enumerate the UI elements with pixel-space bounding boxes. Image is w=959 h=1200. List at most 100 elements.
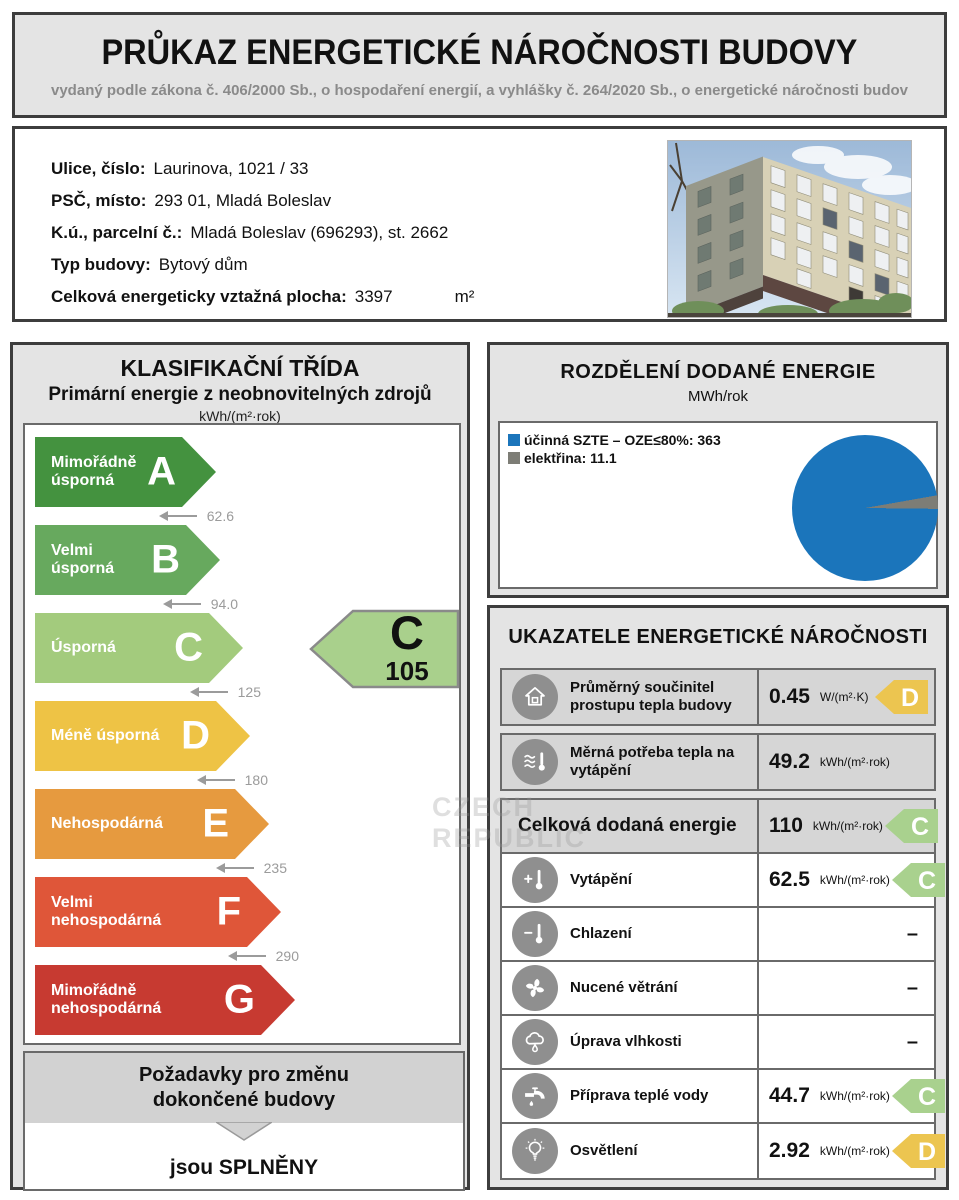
requirements-header: Požadavky pro změnu dokončené budovy <box>25 1053 463 1123</box>
thermometer-waves-icon <box>512 739 558 785</box>
faucet-icon <box>512 1073 558 1119</box>
left-arrow-icon <box>189 687 228 697</box>
class-arrow-c: C <box>884 809 938 843</box>
indicator-value: 49.2 <box>769 750 810 773</box>
indicator-table: Celková dodaná energie 110 kWh/(m²·rok) … <box>500 798 945 1180</box>
energy-split-panel: ROZDĚLENÍ DODANÉ ENERGIE MWh/rok účinná … <box>487 342 949 598</box>
threshold-c-d: 125 <box>35 683 261 701</box>
pie-legend: účinná SZTE – OZE≤80%: 363 elektřina: 11… <box>508 431 721 467</box>
field-label: K.ú., parcelní č.: <box>51 223 183 242</box>
indicators-panel: UKAZATELE ENERGETICKÉ NÁROČNOSTI Průměrn… <box>487 605 949 1190</box>
energy-scale: Mimořádně úsporná A 62.6 Velmi úsporná B… <box>23 423 461 1045</box>
energy-class-bar-f: Velmi nehospodárná F <box>35 877 281 947</box>
notch-triangle-icon <box>216 1122 272 1141</box>
legend-label: účinná SZTE – OZE≤80%: 363 <box>524 432 721 448</box>
requirements-line2: dokončené budovy <box>152 1089 336 1111</box>
field-label: Celková energeticky vztažná plocha: <box>51 287 347 306</box>
threshold-value: 235 <box>263 860 287 876</box>
indicator-label: Měrná potřeba tepla na vytápění <box>570 744 735 779</box>
rating-letter: C <box>390 606 424 660</box>
energy-class-letter: C <box>174 625 203 670</box>
indicator-unit: kWh/(m²·rok) <box>819 873 890 887</box>
threshold-e-f: 235 <box>35 859 287 877</box>
indicator-value-dash: – <box>906 976 918 999</box>
field-unit: m² <box>454 287 475 306</box>
indicator-box-u-value: Průměrný součinitel prostupu tepla budov… <box>500 668 936 726</box>
energy-class-bar-e: Nehospodárná E <box>35 789 269 859</box>
threshold-a-b: 62.6 <box>35 507 234 525</box>
energy-class-letter: E <box>202 801 229 846</box>
energy-class-letter: G <box>223 977 255 1022</box>
rating-value: 105 <box>385 655 429 686</box>
indicator-row-ventilation: Nucené větrání – <box>502 962 934 1016</box>
indicator-box-heat-demand: Měrná potřeba tepla na vytápění 49.2 kWh… <box>500 733 936 791</box>
cloud-drop-icon <box>512 1019 558 1065</box>
indicator-label: Vytápění <box>570 871 632 888</box>
svg-text:D: D <box>918 1138 936 1166</box>
field-value: Mladá Boleslav (696293), st. 2662 <box>190 223 449 242</box>
svg-text:C: C <box>911 813 929 841</box>
energy-class-bar-g: Mimořádně nehospodárná G <box>35 965 295 1035</box>
energy-split-unit: MWh/rok <box>688 388 748 405</box>
energy-class-letter: D <box>181 713 210 758</box>
field-label: Ulice, číslo: <box>51 159 146 178</box>
class-arrow-d: D <box>891 1134 945 1168</box>
energy-class-label: Méně úsporná <box>51 726 160 744</box>
rating-text: C 105 <box>308 607 462 691</box>
threshold-value: 290 <box>275 948 299 964</box>
threshold-f-g: 290 <box>35 947 299 965</box>
indicator-row-cooling: Chlazení – <box>502 908 934 962</box>
indicator-label: Chlazení <box>570 925 632 942</box>
svg-text:C: C <box>918 1083 936 1111</box>
energy-class-label: Úsporná <box>51 638 116 656</box>
lightbulb-icon <box>512 1128 558 1174</box>
energy-class-letter: F <box>216 889 241 934</box>
building-area-row: Celková energeticky vztažná plocha: 3397… <box>51 281 944 313</box>
energy-class-bar-d: Méně úsporná D <box>35 701 250 771</box>
svg-text:D: D <box>901 684 919 712</box>
page-subtitle: vydaný podle zákona č. 406/2000 Sb., o h… <box>51 82 908 99</box>
building-info-box: Ulice, číslo: Laurinova, 1021 / 33 PSČ, … <box>12 126 947 342</box>
indicator-row: Měrná potřeba tepla na vytápění 49.2 kWh… <box>502 735 934 789</box>
energy-class-label: Mimořádně nehospodárná <box>51 981 162 1017</box>
building-photo <box>667 140 918 342</box>
field-value: Bytový dům <box>158 255 248 274</box>
field-label: PSČ, místo: <box>51 191 147 210</box>
threshold-value: 180 <box>244 772 268 788</box>
left-arrow-icon <box>215 863 254 873</box>
indicator-label: Osvětlení <box>570 1142 638 1159</box>
indicator-row-heating: Vytápění 62.5 kWh/(m²·rok) C <box>502 854 945 908</box>
energy-class-bar-a: Mimořádně úsporná A <box>35 437 216 507</box>
classification-subtitle: Primární energie z neobnovitelných zdroj… <box>48 384 432 405</box>
thermometer-plus-icon <box>512 857 558 903</box>
class-arrow-c: C <box>891 1079 945 1113</box>
energy-class-letter: B <box>151 537 180 582</box>
indicator-label: Nucené větrání <box>570 979 678 996</box>
house-icon <box>512 674 558 720</box>
building-photo-illustration <box>668 141 918 342</box>
indicator-row: Průměrný součinitel prostupu tepla budov… <box>502 670 934 724</box>
indicator-value-dash: – <box>906 1030 918 1053</box>
indicator-row-total: Celková dodaná energie 110 kWh/(m²·rok) … <box>502 800 938 854</box>
threshold-d-e: 180 <box>35 771 268 789</box>
class-arrow-d: D <box>875 680 928 714</box>
energy-class-label: Velmi úsporná <box>51 541 115 577</box>
pie-chart <box>792 435 938 581</box>
indicator-value: 2.92 <box>769 1139 810 1162</box>
indicator-label: Příprava teplé vody <box>570 1087 709 1104</box>
energy-class-bar-b: Velmi úsporná B <box>35 525 220 595</box>
legend-item: účinná SZTE – OZE≤80%: 363 <box>508 431 721 449</box>
legend-swatch-blue <box>508 434 520 446</box>
requirements-line1: Požadavky pro změnu <box>138 1064 350 1086</box>
energy-class-bar-c: Úsporná C <box>35 613 243 683</box>
indicator-value: 62.5 <box>769 868 810 891</box>
building-parcel-row: K.ú., parcelní č.: Mladá Boleslav (69629… <box>51 217 944 249</box>
left-arrow-icon <box>158 511 197 521</box>
indicator-unit: kWh/(m²·rok) <box>819 1144 890 1158</box>
field-value: Laurinova, 1021 / 33 <box>153 159 309 178</box>
indicator-label: Průměrný součinitel prostupu tepla budov… <box>570 679 732 714</box>
indicator-value: 0.45 <box>769 685 810 708</box>
energy-class-label: Velmi nehospodárná <box>51 893 162 929</box>
building-street-row: Ulice, číslo: Laurinova, 1021 / 33 <box>51 153 944 185</box>
